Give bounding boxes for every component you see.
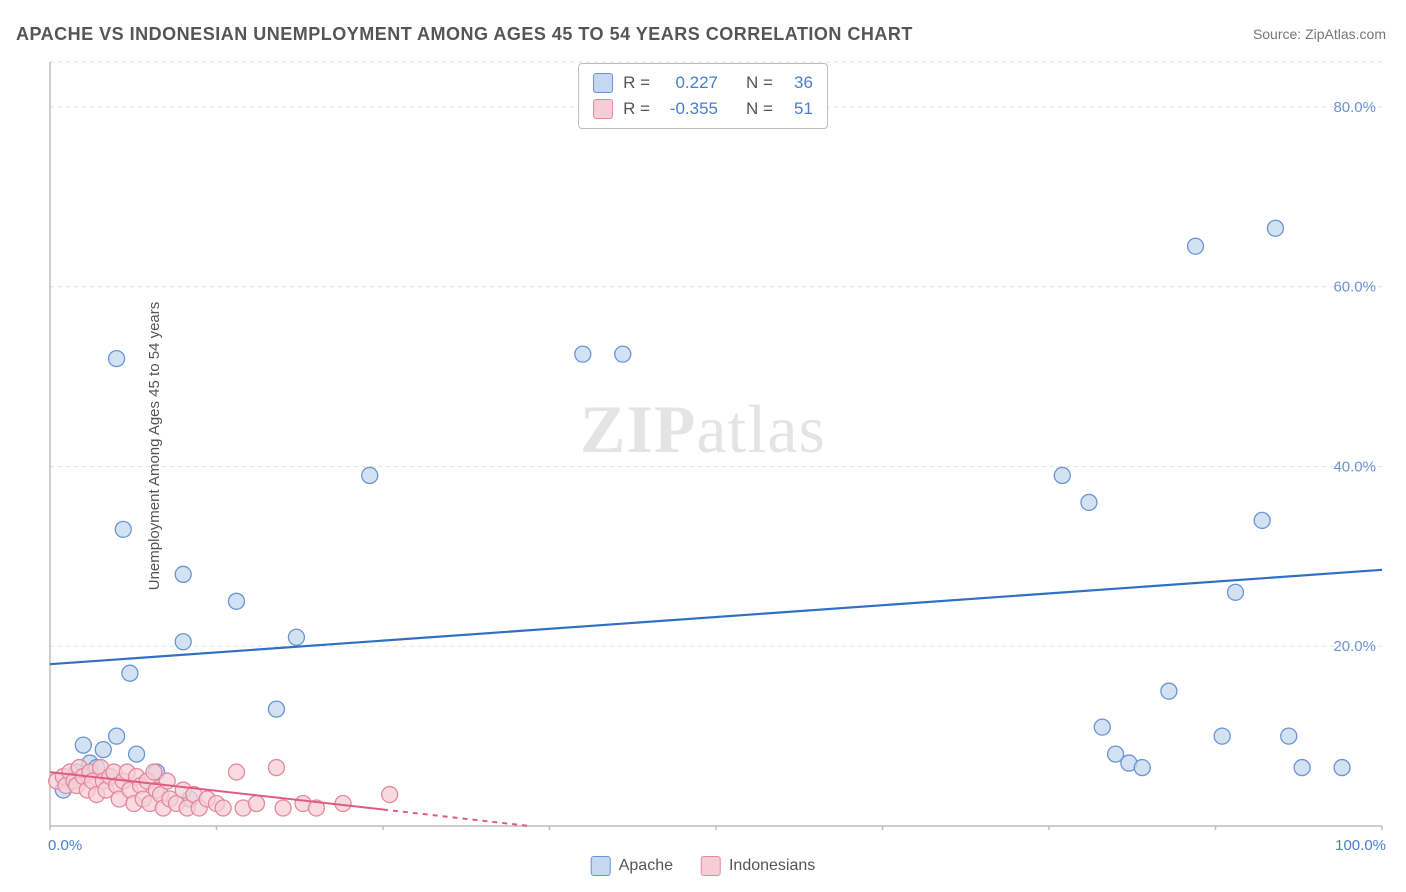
stat-n-label: N =: [746, 70, 773, 96]
legend-label: Apache: [619, 857, 673, 874]
data-point: [362, 467, 378, 483]
y-tick-label: 20.0%: [1333, 638, 1376, 655]
data-point: [268, 760, 284, 776]
data-point: [1094, 719, 1110, 735]
stat-r-value: 0.227: [660, 70, 718, 96]
legend-swatch: [593, 99, 613, 119]
data-point: [215, 800, 231, 816]
data-point: [129, 746, 145, 762]
plot-area: 20.0% 40.0% 60.0% 80.0%: [48, 58, 1386, 830]
data-point: [275, 800, 291, 816]
x-axis-min-label: 0.0%: [48, 837, 82, 854]
stat-r-label: R =: [623, 96, 650, 122]
legend-swatch: [591, 856, 611, 876]
data-point: [75, 737, 91, 753]
legend-item: Apache: [591, 856, 673, 876]
data-point: [248, 796, 264, 812]
data-point: [1081, 494, 1097, 510]
data-point: [95, 742, 111, 758]
data-point: [382, 787, 398, 803]
data-point: [1334, 760, 1350, 776]
correlation-stats-box: R = 0.227 N = 36 R = -0.355 N = 51: [578, 63, 828, 129]
series-legend: Apache Indonesians: [591, 856, 816, 876]
y-tick-label: 40.0%: [1333, 458, 1376, 475]
data-point: [109, 351, 125, 367]
scatter-plot-svg: 20.0% 40.0% 60.0% 80.0%: [48, 58, 1386, 830]
data-point: [575, 346, 591, 362]
chart-title: APACHE VS INDONESIAN UNEMPLOYMENT AMONG …: [16, 24, 913, 45]
data-point: [122, 665, 138, 681]
data-point: [109, 728, 125, 744]
data-point: [1227, 584, 1243, 600]
chart-container: APACHE VS INDONESIAN UNEMPLOYMENT AMONG …: [0, 0, 1406, 892]
stat-n-value: 36: [783, 70, 813, 96]
y-tick-label: 80.0%: [1333, 99, 1376, 116]
stat-r-value: -0.355: [660, 96, 718, 122]
stat-n-label: N =: [746, 96, 773, 122]
y-tick-label: 60.0%: [1333, 279, 1376, 296]
data-point: [1254, 512, 1270, 528]
data-point: [1281, 728, 1297, 744]
data-point: [1267, 220, 1283, 236]
data-point: [228, 593, 244, 609]
data-point: [228, 764, 244, 780]
legend-item: Indonesians: [701, 856, 815, 876]
stats-row: R = -0.355 N = 51: [593, 96, 813, 122]
data-point: [175, 566, 191, 582]
stat-r-label: R =: [623, 70, 650, 96]
legend-label: Indonesians: [729, 857, 815, 874]
data-point: [115, 521, 131, 537]
legend-swatch: [701, 856, 721, 876]
data-point: [175, 634, 191, 650]
data-point: [615, 346, 631, 362]
legend-swatch: [593, 73, 613, 93]
x-axis-max-label: 100.0%: [1335, 837, 1386, 854]
data-point: [1054, 467, 1070, 483]
source-label: Source: ZipAtlas.com: [1253, 26, 1386, 42]
data-point: [1161, 683, 1177, 699]
data-point: [268, 701, 284, 717]
stat-n-value: 51: [783, 96, 813, 122]
data-point: [288, 629, 304, 645]
data-point: [1134, 760, 1150, 776]
data-point: [1188, 238, 1204, 254]
data-point: [1294, 760, 1310, 776]
data-point: [1214, 728, 1230, 744]
stats-row: R = 0.227 N = 36: [593, 70, 813, 96]
